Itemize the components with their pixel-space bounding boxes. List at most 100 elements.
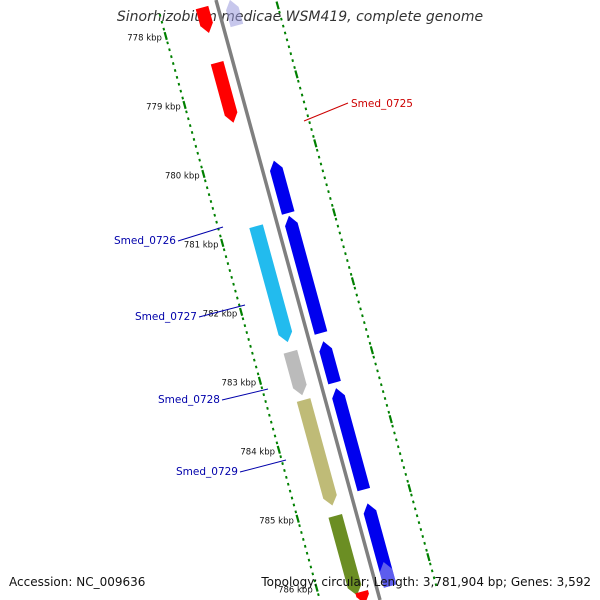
ruler-tick xyxy=(278,10,281,14)
ruler-tick xyxy=(402,465,406,469)
ruler-tick xyxy=(430,569,434,573)
ruler-tick xyxy=(336,224,340,228)
ruler-tick xyxy=(207,193,211,197)
ruler-tick xyxy=(305,551,309,555)
ruler-tick xyxy=(182,100,187,110)
ruler-tick xyxy=(334,217,338,221)
ruler-tick xyxy=(434,583,438,587)
ruler-tick xyxy=(317,593,320,597)
ruler-tick xyxy=(374,362,377,366)
ruler-tick xyxy=(309,565,313,569)
ruler-tick xyxy=(312,134,315,138)
ruler-tick xyxy=(213,213,217,217)
ruler-tick xyxy=(300,93,304,97)
ruler-tick xyxy=(260,386,264,390)
ruler-tick xyxy=(413,507,417,511)
ruler-tick xyxy=(313,579,316,583)
ruler-tick xyxy=(407,484,412,493)
ruler-tick xyxy=(268,413,271,417)
ruler-tick xyxy=(319,162,323,166)
ruler-tick xyxy=(329,196,332,201)
ruler-tick xyxy=(211,206,215,210)
ruler-tick xyxy=(346,259,349,263)
ruler-tick xyxy=(256,372,260,376)
ruler-tick xyxy=(332,208,337,217)
ruler-tick xyxy=(426,552,431,562)
gene-arrow xyxy=(332,388,371,492)
ruler-tick xyxy=(294,70,299,79)
ruler-tick xyxy=(342,245,345,249)
ruler-tick-label: 785 kbp xyxy=(259,516,294,526)
ruler-tick xyxy=(428,562,432,566)
ruler-tick xyxy=(241,317,245,321)
ruler-tick xyxy=(393,431,396,435)
gene-arrow xyxy=(226,0,244,28)
ruler-tick xyxy=(307,558,311,562)
gene-arrow xyxy=(269,160,295,215)
ruler-tick xyxy=(379,383,383,387)
ruler-tick xyxy=(234,289,237,293)
ruler-tick xyxy=(285,475,288,479)
ruler-tick xyxy=(363,321,366,325)
ruler-tick xyxy=(236,296,239,300)
ruler-tick xyxy=(381,390,385,394)
ruler-tick xyxy=(391,424,394,428)
ruler-tick xyxy=(300,531,303,535)
ruler-tick xyxy=(325,183,328,187)
ruler-tick xyxy=(421,534,425,538)
ruler-tick xyxy=(220,238,225,248)
ruler-tick xyxy=(283,31,287,35)
ruler-tick xyxy=(304,107,308,111)
ruler-tick xyxy=(287,45,291,49)
ruler-tick xyxy=(350,277,356,286)
ruler-tick xyxy=(310,128,313,132)
ruler-tick xyxy=(181,96,184,100)
ruler-tick xyxy=(285,38,289,42)
ruler-tick xyxy=(201,169,206,179)
ruler-tick xyxy=(315,148,319,152)
ruler-tick xyxy=(224,255,228,259)
ruler-tick xyxy=(238,307,244,316)
ruler-tick xyxy=(425,548,428,552)
ruler-tick xyxy=(257,376,263,385)
ruler-tick xyxy=(292,503,296,507)
inner-ruler xyxy=(275,0,438,587)
ruler-tick xyxy=(314,583,319,592)
ruler-tick xyxy=(163,31,168,41)
ruler-tick xyxy=(275,1,280,10)
ruler-tick xyxy=(200,165,203,169)
ruler-tick xyxy=(237,303,241,307)
ruler-tick xyxy=(298,524,301,528)
ruler-tick xyxy=(281,462,284,466)
ruler-tick xyxy=(288,489,292,493)
ruler-tick xyxy=(383,396,387,401)
ruler-tick xyxy=(166,41,169,45)
ruler-tick xyxy=(192,137,196,141)
ruler-tick-label: 783 kbp xyxy=(222,378,257,388)
ruler-tick xyxy=(198,158,201,162)
ruler-tick xyxy=(245,331,249,335)
ruler-tick xyxy=(415,514,419,518)
ruler-tick xyxy=(311,572,315,576)
ruler-tick xyxy=(396,445,400,449)
ruler-tick xyxy=(162,27,166,31)
ruler-tick xyxy=(158,13,162,17)
gene-arrow xyxy=(283,349,307,396)
ruler-tick xyxy=(400,459,404,463)
ruler-tick xyxy=(243,324,247,328)
ruler-tick xyxy=(302,537,305,541)
gene-label: Smed_0729 xyxy=(176,466,238,478)
ruler-tick xyxy=(251,351,254,355)
ruler-tick xyxy=(308,121,311,125)
ruler-tick xyxy=(209,199,213,204)
ruler-tick xyxy=(423,541,426,545)
ruler-tick xyxy=(289,52,293,56)
gene-label: Smed_0725 xyxy=(351,98,413,110)
ruler-tick xyxy=(349,272,353,276)
ruler-tick xyxy=(254,365,258,369)
ruler-tick xyxy=(295,514,300,523)
ruler-tick xyxy=(419,528,423,532)
label-leader-line xyxy=(177,226,224,242)
genome-backbone xyxy=(214,0,382,600)
